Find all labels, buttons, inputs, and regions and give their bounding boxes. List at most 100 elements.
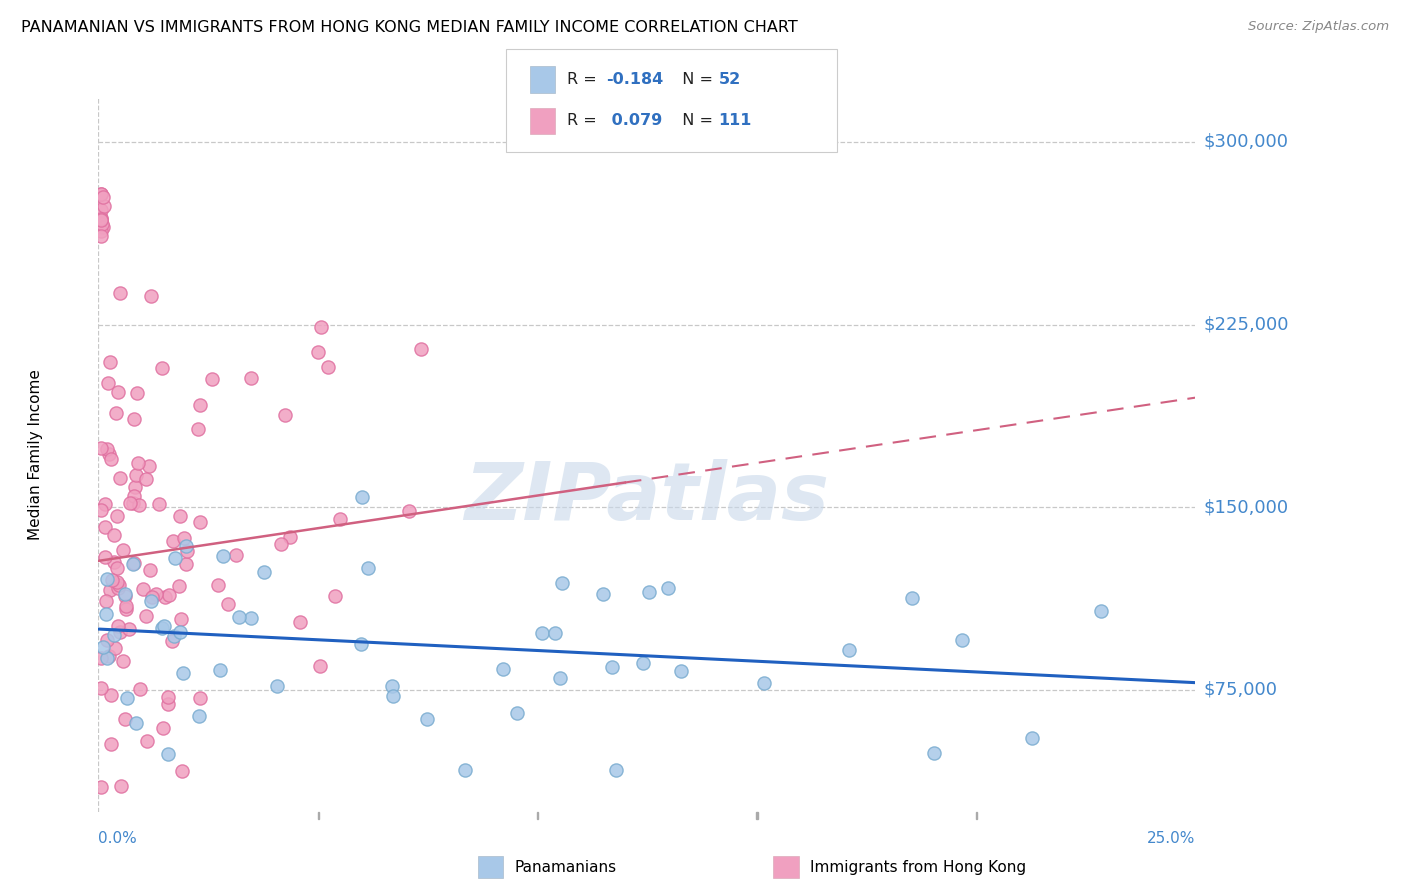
Point — [506, 706, 529, 720]
Point — [135, 609, 157, 624]
Point — [105, 508, 128, 523]
Point — [132, 582, 155, 596]
Point — [307, 345, 329, 359]
Point — [96, 632, 118, 647]
Point — [631, 657, 654, 671]
Point — [163, 550, 186, 565]
Point — [217, 598, 239, 612]
Point — [100, 737, 122, 751]
Text: Median Family Income: Median Family Income — [28, 369, 42, 541]
Point — [176, 543, 198, 558]
Point — [398, 503, 420, 517]
Point — [125, 467, 148, 482]
Point — [225, 549, 247, 563]
Text: N =: N = — [672, 72, 718, 87]
Point — [125, 716, 148, 731]
Point — [188, 398, 211, 412]
Point — [153, 619, 176, 633]
Point — [156, 690, 179, 704]
Text: $300,000: $300,000 — [1204, 133, 1288, 151]
Point — [97, 447, 120, 461]
Text: $75,000: $75,000 — [1204, 681, 1278, 699]
Text: R =: R = — [567, 72, 602, 87]
Point — [201, 372, 224, 386]
Point — [901, 591, 924, 606]
Point — [98, 582, 121, 597]
Point — [127, 456, 149, 470]
Point — [187, 422, 209, 436]
Point — [350, 490, 373, 504]
Point — [150, 621, 173, 635]
Point — [381, 690, 404, 704]
Point — [97, 376, 120, 391]
Point — [114, 586, 136, 600]
Point — [172, 764, 194, 779]
Point — [107, 384, 129, 399]
Point — [121, 558, 143, 572]
Point — [103, 527, 125, 541]
Point — [100, 355, 122, 369]
Point — [600, 659, 623, 673]
Point — [148, 497, 170, 511]
Text: ZIPatlas: ZIPatlas — [464, 458, 830, 537]
Point — [114, 590, 136, 604]
Point — [93, 190, 115, 204]
Point — [104, 406, 127, 420]
Text: N =: N = — [672, 113, 718, 128]
Point — [174, 557, 197, 571]
Point — [91, 640, 114, 654]
Point — [125, 386, 148, 401]
Point — [114, 712, 136, 726]
Point — [115, 599, 138, 614]
Point — [96, 572, 118, 586]
Point — [592, 587, 614, 601]
Point — [90, 651, 112, 665]
Point — [128, 499, 150, 513]
Point — [100, 688, 122, 702]
Point — [188, 690, 211, 705]
Point — [416, 712, 439, 726]
Point — [409, 342, 432, 356]
Point — [108, 471, 131, 485]
Text: 0.079: 0.079 — [606, 113, 662, 128]
Point — [280, 530, 302, 544]
Point — [309, 319, 332, 334]
Point — [90, 442, 112, 456]
Point — [90, 212, 112, 227]
Point — [308, 658, 330, 673]
Point — [266, 679, 288, 693]
Point — [922, 746, 945, 760]
Point — [103, 628, 125, 642]
Point — [167, 579, 190, 593]
Point — [316, 360, 339, 375]
Point — [112, 655, 135, 669]
Point — [150, 361, 173, 376]
Point — [551, 576, 574, 591]
Point — [141, 289, 163, 303]
Point — [350, 637, 373, 651]
Point — [169, 508, 191, 523]
Point — [91, 220, 114, 235]
Point — [162, 533, 184, 548]
Text: $150,000: $150,000 — [1204, 499, 1289, 516]
Text: Source: ZipAtlas.com: Source: ZipAtlas.com — [1249, 20, 1389, 33]
Point — [638, 584, 661, 599]
Point — [90, 681, 112, 696]
Point — [239, 371, 262, 385]
Point — [111, 542, 134, 557]
Point — [162, 633, 184, 648]
Point — [357, 560, 380, 574]
Text: -0.184: -0.184 — [606, 72, 664, 87]
Point — [90, 211, 112, 226]
Point — [208, 663, 231, 677]
Point — [136, 734, 159, 748]
Point — [139, 593, 162, 607]
Point — [152, 721, 174, 735]
Point — [153, 590, 176, 604]
Point — [100, 573, 122, 587]
Point — [105, 561, 128, 575]
Point — [90, 503, 112, 517]
Point — [115, 691, 138, 706]
Text: 25.0%: 25.0% — [1147, 831, 1195, 847]
Point — [110, 779, 132, 793]
